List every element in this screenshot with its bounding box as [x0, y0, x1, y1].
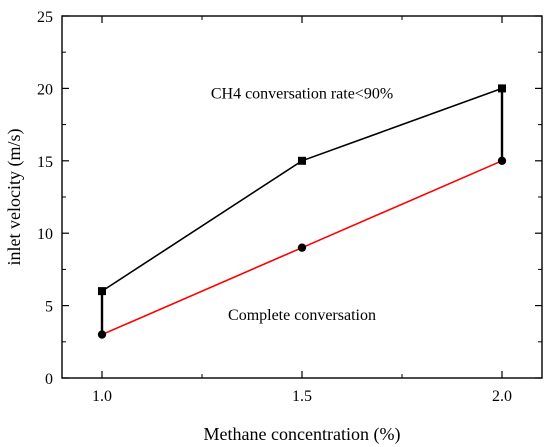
data-markers [97, 84, 507, 339]
annotations: CH4 conversation rate<90% Complete conver… [211, 86, 393, 325]
circle-marker [497, 156, 507, 165]
square-marker [98, 287, 106, 296]
y-tick-label: 5 [45, 299, 53, 316]
boundary-lines [100, 88, 504, 335]
annotation-1: CH4 conversation rate<90% [211, 86, 393, 103]
circle-marker [97, 330, 107, 339]
annotation-2: Complete conversation [228, 307, 376, 324]
x-tick-label: 1.0 [92, 388, 112, 405]
x-axis-title: Methane concentration (%) [204, 424, 401, 445]
square-marker [298, 156, 306, 165]
y-axis-title: inlet velocity (m/s) [4, 129, 25, 266]
axis-ticks [62, 15, 542, 379]
y-tick-label: 20 [37, 81, 53, 98]
x-tick-label: 2.0 [492, 388, 512, 405]
circle-marker [297, 243, 307, 252]
square-marker [498, 84, 506, 93]
y-tick-label: 0 [45, 371, 53, 388]
y-tick-label: 10 [37, 226, 53, 243]
y-tick-label: 25 [37, 9, 53, 26]
y-tick-label: 15 [37, 154, 53, 171]
axis-tick-labels: 1.0 1.5 2.0 0 5 10 15 20 25 [37, 9, 512, 405]
x-tick-label: 1.5 [292, 388, 312, 405]
